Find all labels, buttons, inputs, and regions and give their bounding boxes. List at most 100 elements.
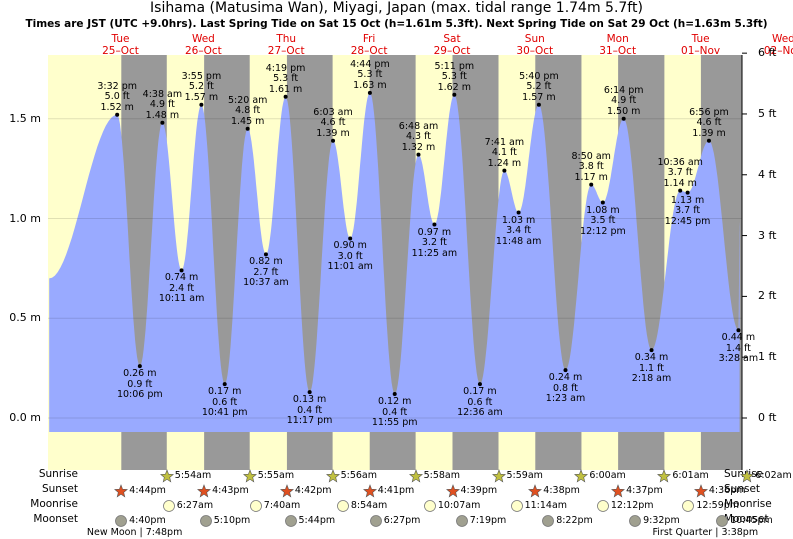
tide-label-high: 4:38 am 4.9 ft 1.48 m — [132, 88, 192, 122]
tide-label-line: 3:32 pm — [97, 80, 137, 92]
tide-point-high — [536, 102, 541, 107]
tide-label-line: 6:14 pm — [603, 84, 644, 96]
tide-label-low: 0.44 m 1.4 ft 3:28 am — [708, 333, 768, 365]
moonset-time: 5:10pm — [213, 515, 251, 526]
tide-label-line: 3.0 ft — [337, 250, 363, 262]
tide-label-line: 4:38 am — [142, 88, 183, 100]
moonset-time: 7:19pm — [469, 515, 507, 526]
tide-point-low — [649, 348, 654, 353]
tide-label-high: 4:19 pm 5.3 ft 1.61 m — [256, 63, 316, 96]
y-tick-label-ft: 3 ft — [758, 228, 777, 242]
sunset-row-label-right: Sunset — [724, 483, 761, 495]
sunset-time: 4:43pm — [212, 485, 249, 496]
tide-point-high — [283, 94, 288, 99]
moon-set-icon — [369, 515, 382, 527]
moonset-time: 4:40pm — [129, 515, 166, 526]
tide-label-low: 0.34 m 1.1 ft 2:18 am — [622, 353, 682, 385]
y-tick-label-m: 1.5 m — [9, 111, 41, 125]
moonrise-time: 12:12pm — [610, 500, 654, 511]
tide-label-line: 0.9 ft — [127, 378, 153, 390]
tide-label-low: 1.13 m 3.7 ft 12:45 pm — [658, 195, 718, 228]
tide-label-line: 11:55 pm — [371, 417, 418, 429]
tide-point-low — [348, 236, 353, 241]
sun-set-icon — [693, 484, 708, 498]
tide-points — [115, 90, 741, 397]
moonrise-time: 6:27am — [176, 500, 214, 511]
tide-label-line: 5.3 ft — [273, 73, 299, 85]
tide-label-line: 1.45 m — [230, 115, 265, 127]
tide-label-line: 1.32 m — [401, 141, 436, 153]
tide-label-line: 5:20 am — [227, 94, 268, 106]
day-of-week: Tue — [691, 33, 710, 45]
tide-label-line: 7:41 am — [484, 136, 525, 148]
tide-point-low — [179, 268, 184, 273]
sunrise-time: 6:00am — [589, 470, 626, 481]
tide-label-low: 0.97 m 3.2 ft 11:25 am — [404, 227, 464, 260]
day-label: Thu 27–Oct — [251, 33, 321, 57]
tide-label-line: 12:36 am — [457, 407, 503, 419]
moon-set-icon — [284, 515, 297, 527]
moonset-time: 6:27pm — [383, 515, 421, 526]
tide-label-line: 1.08 m — [586, 204, 620, 216]
tide-label-high: 8:50 am 3.8 ft 1.17 m — [561, 151, 621, 184]
day-date: 29–Oct — [433, 45, 471, 57]
sunset-time: 4:39pm — [460, 485, 498, 496]
tide-point-low — [736, 328, 741, 333]
day-label: Wed 26–Oct — [168, 33, 238, 57]
tide-label-line: 5:11 pm — [434, 60, 475, 72]
sun-rise-icon — [740, 469, 755, 483]
tide-label-low: 0.13 m 0.4 ft 11:17 pm — [280, 395, 340, 427]
day-label: Fri 28–Oct — [334, 33, 404, 57]
day-label: Mon 31–Oct — [583, 33, 653, 57]
moonrise-time: 12:59pm — [696, 500, 740, 511]
tide-label-line: 0.13 m — [292, 394, 327, 406]
tide-label-line: 1.57 m — [184, 91, 219, 103]
moonset-time: 10:45pm — [730, 515, 773, 526]
tide-label-low: 0.24 m 0.8 ft 1:23 am — [536, 373, 596, 405]
moon-rise-icon — [596, 500, 609, 512]
sun-set-icon — [445, 484, 460, 498]
day-of-week: Wed — [771, 33, 793, 45]
tide-label-line: 3.8 ft — [578, 161, 604, 173]
tide-label-line: 11:17 pm — [286, 415, 333, 427]
tide-label-line: 0.12 m — [377, 396, 412, 408]
tide-label-line: 3.2 ft — [421, 237, 447, 248]
y-tick-label-m: 0.5 m — [9, 311, 41, 325]
sun-rise-icon — [159, 469, 174, 483]
sunrise-time: 5:55am — [257, 470, 295, 481]
tide-label-line: 4.3 ft — [405, 131, 432, 143]
tide-label-line: 10:41 pm — [201, 407, 248, 419]
sunset-time: 4:37pm — [626, 485, 663, 496]
tide-label-line: 3:55 pm — [181, 70, 222, 82]
y-tick-label-ft: 4 ft — [758, 167, 777, 181]
sunset-time: 4:36pm — [708, 485, 746, 496]
tide-label-line: 0.74 m — [164, 272, 199, 284]
tide-label-line: 0.26 m — [123, 368, 157, 380]
tide-label-line: 1.24 m — [487, 157, 522, 169]
sunset-time: 4:44pm — [129, 485, 166, 496]
tide-label-line: 1.52 m — [100, 101, 134, 113]
tide-point-low — [263, 252, 268, 257]
day-date: 27–Oct — [267, 45, 305, 57]
tide-label-line: 0.82 m — [249, 256, 283, 268]
y-tick-label-m: 0.0 m — [9, 411, 41, 424]
sunset-time: 4:42pm — [294, 485, 332, 496]
moon-set-icon — [115, 515, 127, 527]
moon-phase-label: New Moon | 7:48pm — [86, 527, 183, 538]
sunrise-time: 5:58am — [423, 470, 461, 481]
moonset-time: 9:32pm — [643, 515, 680, 526]
tide-label-line: 12:45 pm — [664, 215, 711, 227]
moon-set-icon — [455, 515, 468, 527]
moonrise-time: 11:14am — [524, 500, 568, 511]
tide-label-line: 10:06 pm — [116, 389, 163, 401]
tide-label-high: 6:14 pm 4.9 ft 1.50 m — [594, 84, 654, 118]
tide-label-line: 2.7 ft — [253, 266, 279, 278]
tide-point-high — [452, 92, 457, 97]
day-of-week: Wed — [191, 33, 215, 45]
moon-set-icon — [199, 515, 212, 527]
day-date: 25–Oct — [102, 45, 139, 57]
tide-point-high — [115, 112, 120, 117]
y-tick-label-ft: 2 ft — [758, 289, 777, 303]
tide-point-high — [331, 138, 336, 143]
